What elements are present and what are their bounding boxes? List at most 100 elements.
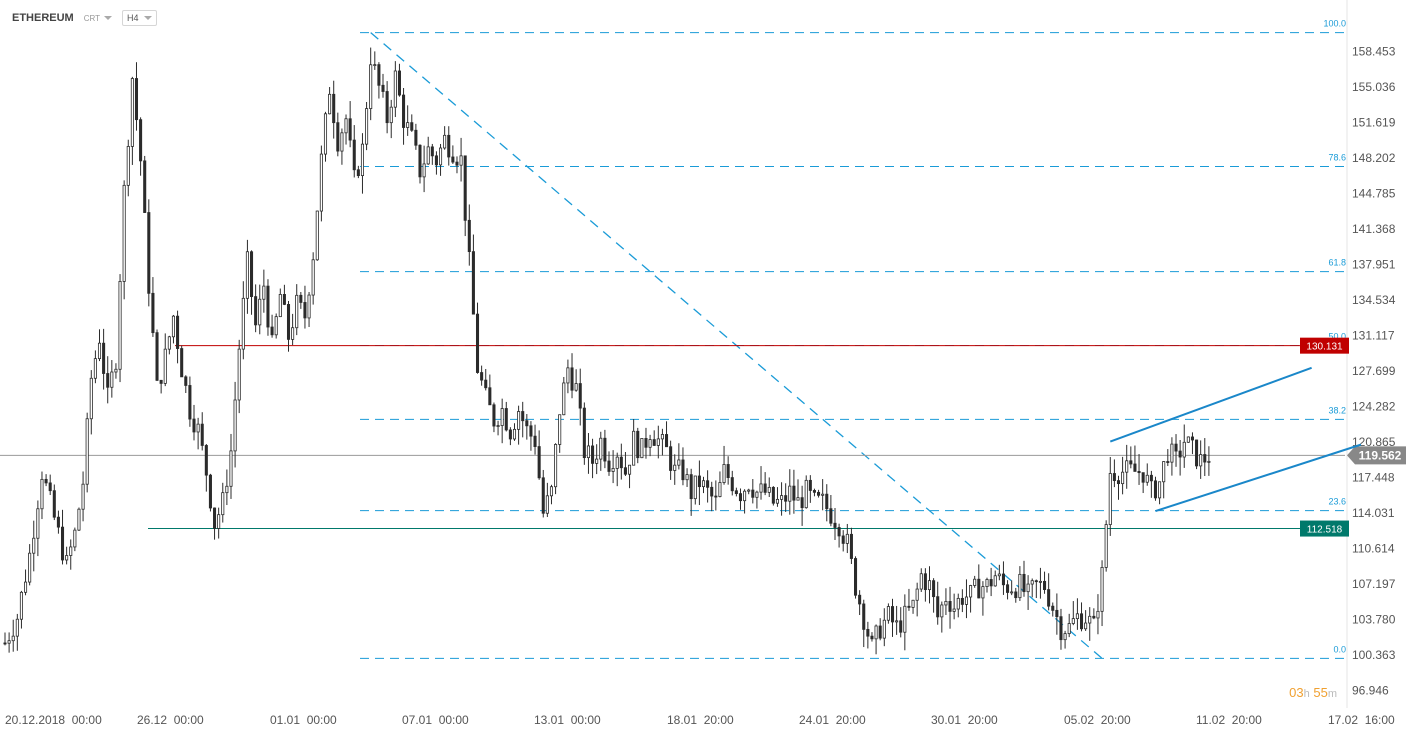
- resistance-price-label: 130.131: [1306, 342, 1343, 353]
- candle-body: [1026, 583, 1030, 593]
- candle-body: [964, 596, 968, 605]
- price-tick-label: 107.197: [1352, 577, 1396, 591]
- price-tick-label: 158.453: [1352, 45, 1396, 59]
- candle-body: [163, 348, 167, 384]
- candle-body: [143, 160, 147, 213]
- candle-body: [291, 327, 295, 340]
- fib-ratio-label: 38.2: [1328, 405, 1346, 415]
- candle-body: [171, 315, 175, 338]
- candle-body: [1022, 573, 1026, 593]
- candle-body: [706, 480, 710, 488]
- candle-body: [927, 580, 932, 591]
- channel-trend-line: [1155, 443, 1362, 513]
- candle-body: [1108, 473, 1112, 525]
- candle-body: [430, 146, 434, 157]
- candle-body: [558, 414, 562, 445]
- candle-body: [389, 106, 393, 124]
- candle-body: [447, 134, 451, 158]
- time-tick-label: 05.02 20:00: [1064, 713, 1131, 727]
- candle-body: [1014, 591, 1018, 599]
- candle-body: [796, 497, 800, 501]
- candle-body: [328, 93, 332, 115]
- candle-body: [607, 460, 611, 472]
- candle-body: [1116, 480, 1121, 485]
- candle-body: [233, 399, 237, 452]
- candle-body: [841, 535, 845, 544]
- candle-body: [241, 297, 245, 350]
- candle-body: [599, 437, 603, 460]
- candle-body: [1166, 461, 1170, 463]
- candle-body: [56, 516, 60, 528]
- candle-body: [237, 348, 241, 401]
- candle-body: [817, 491, 821, 496]
- candle-body: [40, 478, 44, 510]
- candle-body: [397, 70, 401, 96]
- candle-body: [406, 122, 410, 128]
- candle-body: [574, 383, 578, 391]
- candle-body: [443, 134, 447, 149]
- candle-body: [521, 411, 525, 422]
- source-selector[interactable]: CRT: [83, 13, 113, 23]
- candle-body: [648, 439, 652, 448]
- candle-body: [463, 155, 467, 221]
- timeframe-label: H4: [127, 13, 139, 23]
- candle-body: [775, 498, 779, 504]
- candle-body: [69, 546, 73, 556]
- candle-body: [377, 64, 381, 86]
- candle-body: [258, 298, 262, 326]
- candle-body: [525, 420, 529, 427]
- time-tick-label: 07.01 00:00: [402, 713, 469, 727]
- candle-body: [529, 425, 533, 437]
- candle-body: [615, 456, 619, 469]
- candle-body: [915, 588, 919, 601]
- candle-body: [52, 490, 56, 518]
- candle-body: [488, 387, 492, 406]
- timeframe-selector[interactable]: H4: [122, 10, 157, 26]
- candle-body: [319, 153, 323, 212]
- candle-body: [332, 93, 336, 124]
- candle-body: [106, 373, 110, 388]
- candle-body: [114, 368, 118, 373]
- candle-body: [496, 425, 500, 427]
- candle-body: [282, 294, 286, 305]
- price-tick-label: 103.780: [1352, 612, 1396, 626]
- channel-trend-line: [1109, 366, 1312, 443]
- candle-body: [15, 618, 19, 637]
- candle-body: [1084, 622, 1088, 630]
- candle-body: [821, 493, 825, 496]
- candle-body: [743, 490, 747, 502]
- candle-body: [738, 493, 743, 502]
- price-tick-label: 137.951: [1352, 257, 1396, 271]
- candle-body: [989, 579, 993, 587]
- candle-body: [697, 475, 701, 488]
- candle-body: [866, 628, 870, 637]
- candle-body: [225, 485, 229, 494]
- candle-body: [537, 446, 541, 479]
- candle-body: [1178, 450, 1182, 458]
- candle-body: [862, 603, 866, 630]
- candle-body: [812, 490, 816, 493]
- candle-body: [512, 428, 517, 440]
- candle-body: [81, 483, 85, 510]
- candle-body: [673, 464, 677, 471]
- candle-body: [932, 580, 936, 598]
- candle-body: [595, 458, 599, 464]
- fib-ratio-label: 23.6: [1328, 497, 1346, 507]
- candle-countdown: 03h 55m: [1289, 685, 1337, 700]
- candle-body: [895, 620, 899, 623]
- candle-body: [93, 358, 97, 379]
- candle-body: [747, 489, 751, 492]
- candle-body: [167, 336, 171, 350]
- candle-body: [1096, 610, 1100, 619]
- candle-body: [570, 367, 574, 391]
- candle-body: [439, 147, 443, 166]
- chevron-down-icon: [104, 16, 113, 20]
- candle-body: [849, 533, 853, 559]
- source-label: CRT: [83, 13, 101, 23]
- candle-body: [985, 579, 989, 587]
- candle-body: [636, 430, 640, 459]
- candle-body: [829, 508, 833, 524]
- candle-body: [188, 385, 192, 420]
- candle-body: [1125, 460, 1129, 473]
